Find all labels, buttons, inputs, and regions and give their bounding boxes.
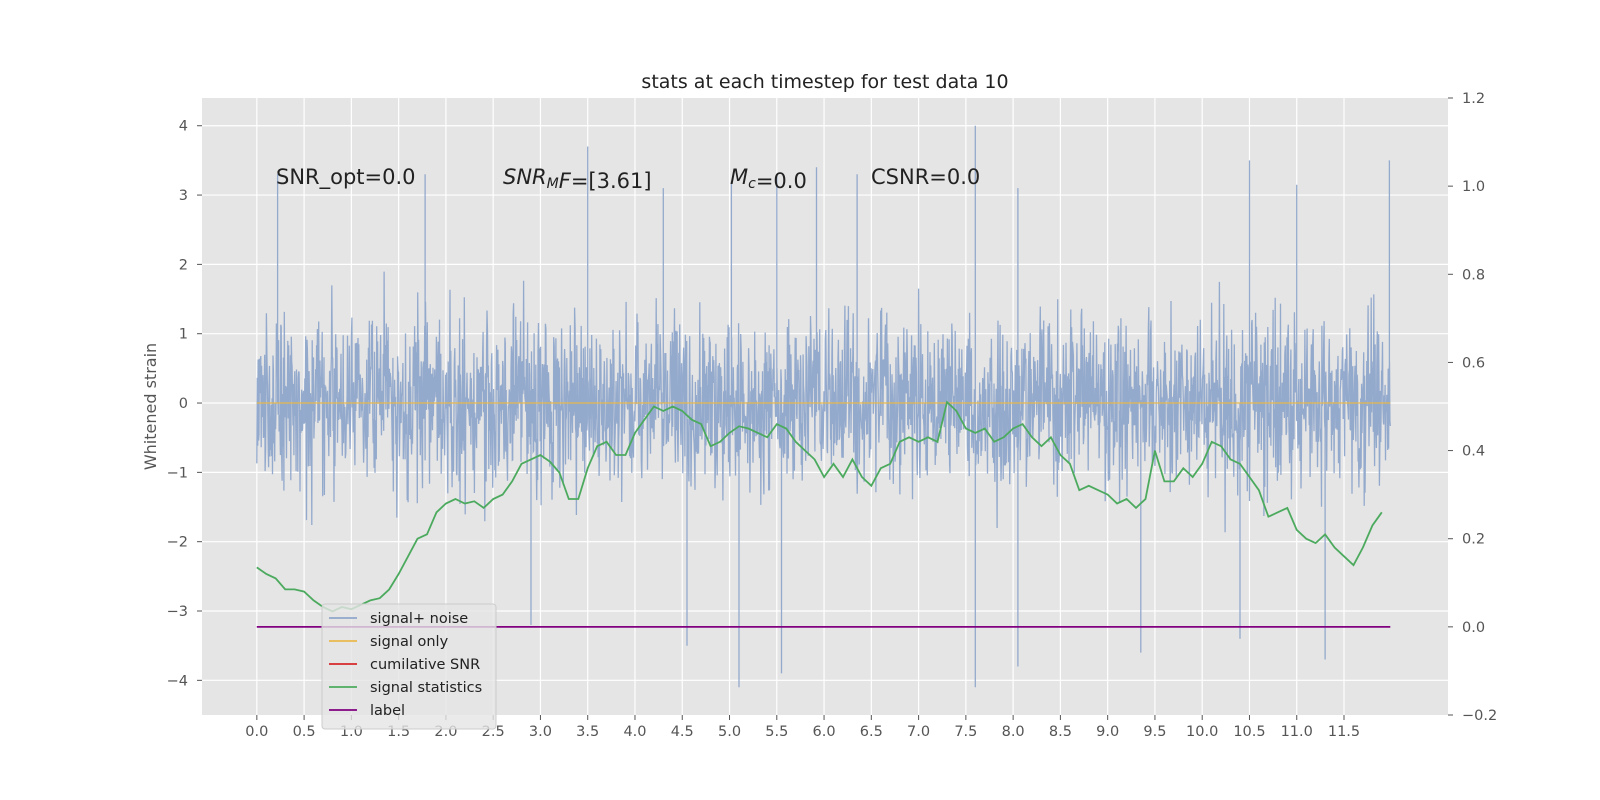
legend-box	[321, 603, 497, 730]
x-tick-label: 6.5	[860, 724, 883, 740]
x-tick-label: 9.0	[1096, 724, 1119, 740]
annotations: SNR_opt=0.0 SNRMF=[3.61] Mc=0.0 CSNR=0.0	[276, 165, 980, 193]
x-tick-label: 10.5	[1233, 724, 1265, 740]
y2-tick-label: 0.8	[1462, 267, 1485, 283]
y2-tick-label: 1.2	[1462, 91, 1485, 107]
y-tick-label: −3	[167, 604, 188, 620]
series-line-signal-statistics	[256, 400, 1383, 613]
annotation-text: SNR_opt=0.0	[276, 165, 416, 190]
y2-tick-label: −0.2	[1462, 708, 1497, 724]
series-signal-plus-noise	[256, 125, 1391, 688]
x-tick-label: 11.0	[1281, 724, 1313, 740]
x-tick-label: 6.0	[813, 724, 836, 740]
y-tick-label: 1	[179, 327, 188, 343]
y-tick-label: 0	[179, 396, 188, 412]
legend: signal+ noise signal only cumilative SNR si…	[321, 603, 497, 730]
y2-tick-label: 0.4	[1462, 444, 1485, 460]
annotation-text: Mc=0.0	[730, 165, 807, 193]
y2-tick-label: 0.6	[1462, 355, 1485, 371]
annotation-part: CSNR=0.0	[871, 165, 980, 189]
y-tick-label: −1	[167, 465, 188, 481]
x-tick-label: 8.0	[1002, 724, 1025, 740]
x-tick-label: 9.5	[1143, 724, 1166, 740]
y-axis-label: Whitened strain	[141, 343, 160, 470]
legend-label: signal statistics	[370, 680, 482, 696]
x-tick-label: 7.5	[954, 724, 977, 740]
y-tick-label: −2	[167, 535, 188, 551]
y2-tick-label: 1.0	[1462, 179, 1485, 195]
annotation-part: SNR	[503, 165, 547, 189]
annotation-part: M	[730, 165, 748, 189]
y2-tick-label: 0.2	[1462, 532, 1485, 548]
legend-label: cumilative SNR	[370, 657, 480, 673]
x-tick-label: 5.0	[718, 724, 741, 740]
annotation-part: SNR_opt=0.0	[276, 165, 416, 190]
x-tick-label: 0.5	[293, 724, 316, 740]
annotation-part: c	[748, 176, 756, 192]
y-tick-label: 4	[179, 119, 188, 135]
annotation-text: CSNR=0.0	[871, 165, 980, 189]
x-tick-label: 4.0	[623, 724, 646, 740]
x-tick-label: 3.0	[529, 724, 552, 740]
y-tick-label: 3	[179, 188, 188, 204]
x-tick-label: 11.5	[1328, 724, 1360, 740]
x-tick-label: 4.5	[671, 724, 694, 740]
y-tick-label: 2	[179, 257, 188, 273]
annotation-part: =[3.61]	[571, 169, 652, 193]
x-tick-label: 5.5	[765, 724, 788, 740]
axes: 0.0 0.5 1.0 1.5 2.0 2.5 3.0 3.5 4.0 4.5 5.0 5.5 6.0 6…	[167, 91, 1498, 740]
legend-label: signal only	[370, 634, 449, 650]
annotation-part: F	[559, 169, 572, 193]
x-tick-label: 3.5	[576, 724, 599, 740]
annotation-part: M	[547, 176, 559, 192]
series-line-signal-plus-noise	[256, 125, 1391, 688]
annotation-text: SNRMF=[3.61]	[503, 165, 652, 193]
chart-title: stats at each timestep for test data 10	[641, 71, 1008, 93]
legend-label: label	[370, 703, 405, 719]
annotation-part: =0.0	[756, 169, 807, 193]
x-tick-label: 0.0	[245, 724, 268, 740]
y-tick-label: −4	[167, 673, 188, 689]
x-tick-label: 10.0	[1186, 724, 1218, 740]
x-tick-label: 7.0	[907, 724, 930, 740]
y2-tick-label: 0.0	[1462, 620, 1485, 636]
legend-label: signal+ noise	[370, 611, 468, 627]
x-tick-label: 8.5	[1049, 724, 1072, 740]
